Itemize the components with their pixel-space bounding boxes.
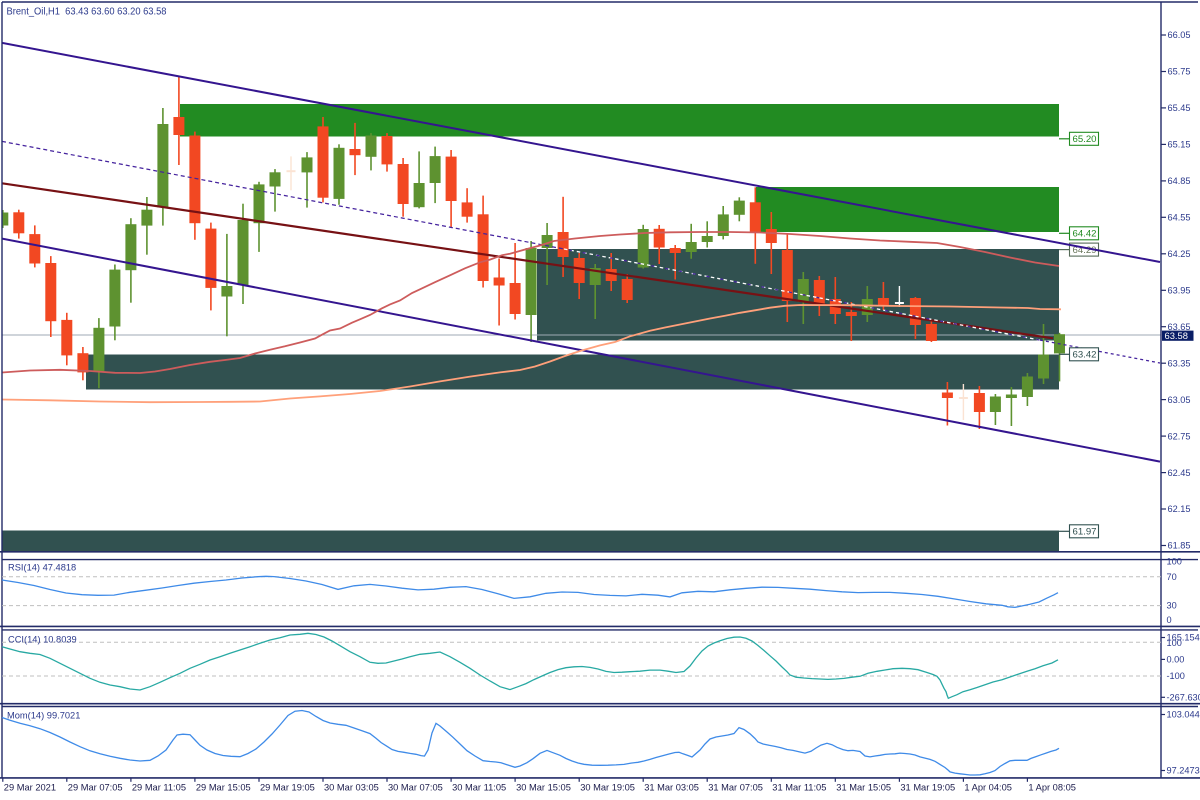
- svg-text:63.35: 63.35: [1168, 358, 1191, 368]
- svg-text:31 Mar 15:05: 31 Mar 15:05: [836, 783, 891, 793]
- svg-text:64.55: 64.55: [1168, 213, 1191, 223]
- svg-text:63.65: 63.65: [1168, 322, 1191, 332]
- svg-text:30 Mar 03:05: 30 Mar 03:05: [324, 783, 379, 793]
- svg-text:CCI(14) 10.8039: CCI(14) 10.8039: [8, 635, 77, 645]
- svg-text:30 Mar 19:05: 30 Mar 19:05: [580, 783, 635, 793]
- svg-text:61.97: 61.97: [1073, 527, 1097, 538]
- svg-text:62.45: 62.45: [1168, 468, 1191, 478]
- svg-text:97.2473: 97.2473: [1167, 766, 1200, 776]
- svg-text:66.05: 66.05: [1168, 30, 1191, 40]
- svg-text:63.95: 63.95: [1168, 286, 1191, 296]
- svg-text:64.85: 64.85: [1168, 176, 1191, 186]
- svg-text:65.15: 65.15: [1168, 140, 1191, 150]
- svg-text:30 Mar 15:05: 30 Mar 15:05: [516, 783, 571, 793]
- svg-text:31 Mar 11:05: 31 Mar 11:05: [772, 783, 826, 793]
- svg-text:0: 0: [1167, 615, 1172, 625]
- svg-text:-100: -100: [1167, 671, 1185, 681]
- svg-text:63.05: 63.05: [1168, 395, 1191, 405]
- svg-text:29 Mar 19:05: 29 Mar 19:05: [260, 783, 315, 793]
- svg-text:100: 100: [1167, 557, 1182, 567]
- svg-text:29 Mar 11:05: 29 Mar 11:05: [132, 783, 186, 793]
- svg-text:0.00: 0.00: [1167, 655, 1185, 665]
- svg-text:62.75: 62.75: [1168, 431, 1191, 441]
- svg-text:29 Mar 15:05: 29 Mar 15:05: [196, 783, 251, 793]
- svg-text:Mom(14) 99.7021: Mom(14) 99.7021: [7, 711, 80, 721]
- svg-text:62.15: 62.15: [1168, 504, 1191, 514]
- svg-text:70: 70: [1167, 572, 1177, 582]
- svg-text:30: 30: [1167, 601, 1177, 611]
- svg-text:165.1548: 165.1548: [1167, 633, 1200, 643]
- svg-text:29 Mar 2021: 29 Mar 2021: [4, 783, 56, 793]
- svg-text:65.45: 65.45: [1168, 103, 1191, 113]
- svg-text:65.75: 65.75: [1168, 67, 1191, 77]
- svg-text:63.42: 63.42: [1073, 350, 1097, 361]
- svg-text:1 Apr 08:05: 1 Apr 08:05: [1028, 783, 1076, 793]
- svg-text:103.0448: 103.0448: [1167, 710, 1200, 720]
- svg-text:31 Mar 03:05: 31 Mar 03:05: [644, 783, 699, 793]
- svg-text:29 Mar 07:05: 29 Mar 07:05: [68, 783, 123, 793]
- svg-text:64.29: 64.29: [1073, 245, 1097, 256]
- svg-text:30 Mar 11:05: 30 Mar 11:05: [452, 783, 506, 793]
- svg-text:64.25: 64.25: [1168, 249, 1191, 259]
- svg-text:100: 100: [1167, 638, 1182, 648]
- svg-text:RSI(14) 47.4818: RSI(14) 47.4818: [8, 563, 76, 573]
- svg-text:31 Mar 07:05: 31 Mar 07:05: [708, 783, 763, 793]
- svg-text:61.85: 61.85: [1168, 541, 1191, 551]
- svg-text:63.58: 63.58: [1165, 330, 1188, 341]
- svg-text:64.42: 64.42: [1073, 229, 1097, 240]
- svg-text:Brent_Oil,H1 63.43 63.60 63.2: Brent_Oil,H1 63.43 63.60 63.20 63.58: [7, 7, 167, 18]
- svg-text:65.20: 65.20: [1073, 134, 1097, 145]
- svg-text:1 Apr 04:05: 1 Apr 04:05: [964, 783, 1012, 793]
- svg-text:31 Mar 19:05: 31 Mar 19:05: [900, 783, 955, 793]
- svg-text:30 Mar 07:05: 30 Mar 07:05: [388, 783, 443, 793]
- svg-text:-267.630: -267.630: [1167, 693, 1200, 703]
